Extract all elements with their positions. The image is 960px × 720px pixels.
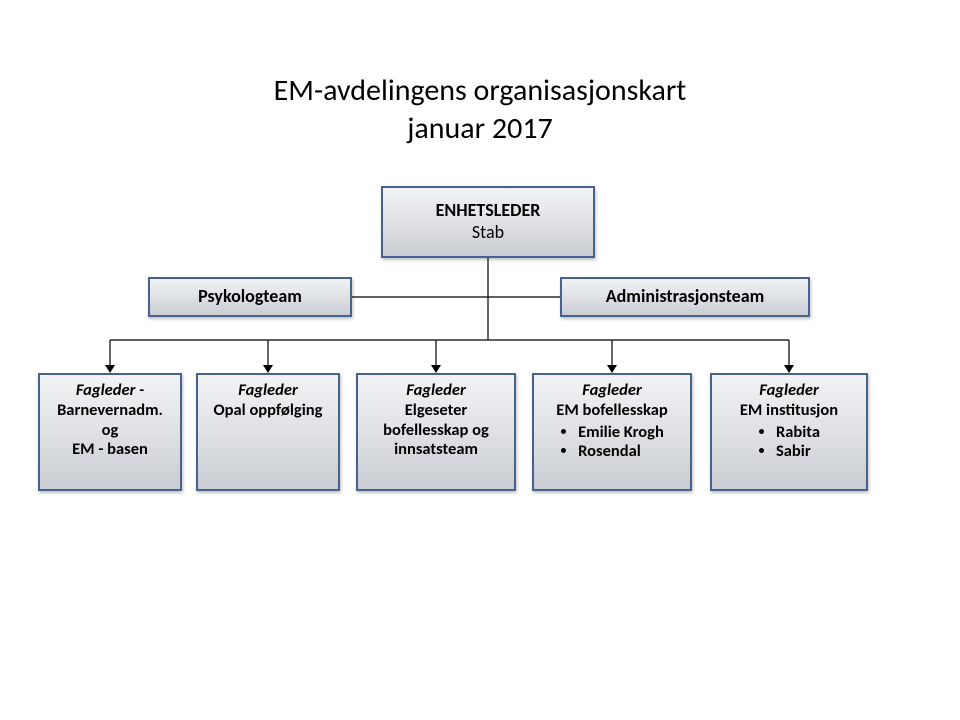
- node-line: Administrasjonsteam: [606, 286, 765, 308]
- node-line: EM institusjon: [740, 401, 838, 421]
- node-heading: Fagleder -: [76, 381, 144, 401]
- org-chart-canvas: EM-avdelingens organisasjonskart januar …: [0, 0, 960, 720]
- node-heading: Fagleder: [238, 381, 298, 401]
- node-line: ENHETSLEDER: [436, 200, 541, 222]
- node-heading: Fagleder: [759, 381, 819, 401]
- node-bullet: Sabir: [776, 442, 820, 462]
- node-bullets: RabitaSabir: [758, 423, 820, 463]
- title-line-2: januar 2017: [407, 110, 553, 147]
- node-leaf2: FaglederOpal oppfølging: [196, 373, 340, 491]
- node-root: ENHETSLEDERStab: [381, 186, 595, 258]
- node-bullets: Emilie KroghRosendal: [560, 423, 664, 463]
- node-heading: Fagleder: [582, 381, 642, 401]
- node-leaf4: FaglederEM bofellesskapEmilie KroghRosen…: [532, 373, 692, 491]
- node-line: EM - basen: [72, 440, 148, 460]
- node-bullet: Rosendal: [578, 442, 664, 462]
- node-leaf3: FaglederElgeseterbofellesskap oginnsatst…: [356, 373, 516, 491]
- node-line: Psykologteam: [198, 286, 302, 308]
- node-leaf5: FaglederEM institusjonRabitaSabir: [710, 373, 868, 491]
- node-bullet: Rabita: [776, 423, 820, 443]
- node-line: EM bofellesskap: [556, 401, 667, 421]
- title-line-1: EM-avdelingens organisasjonskart: [274, 72, 687, 109]
- node-line: Stab: [472, 222, 504, 244]
- node-admin: Administrasjonsteam: [560, 277, 810, 317]
- node-line: Elgeseter: [405, 401, 468, 421]
- node-bullet: Emilie Krogh: [578, 423, 664, 443]
- node-line: Opal oppfølging: [214, 401, 323, 421]
- chart-title: EM-avdelingens organisasjonskart januar …: [0, 72, 960, 147]
- node-heading: Fagleder: [406, 381, 466, 401]
- node-psyk: Psykologteam: [148, 277, 352, 317]
- node-line: innsatsteam: [394, 440, 478, 460]
- node-line: og: [102, 421, 119, 441]
- node-line: bofellesskap og: [383, 421, 489, 441]
- node-leaf1: Fagleder -Barnevernadm.ogEM - basen: [38, 373, 182, 491]
- node-line: Barnevernadm.: [57, 401, 163, 421]
